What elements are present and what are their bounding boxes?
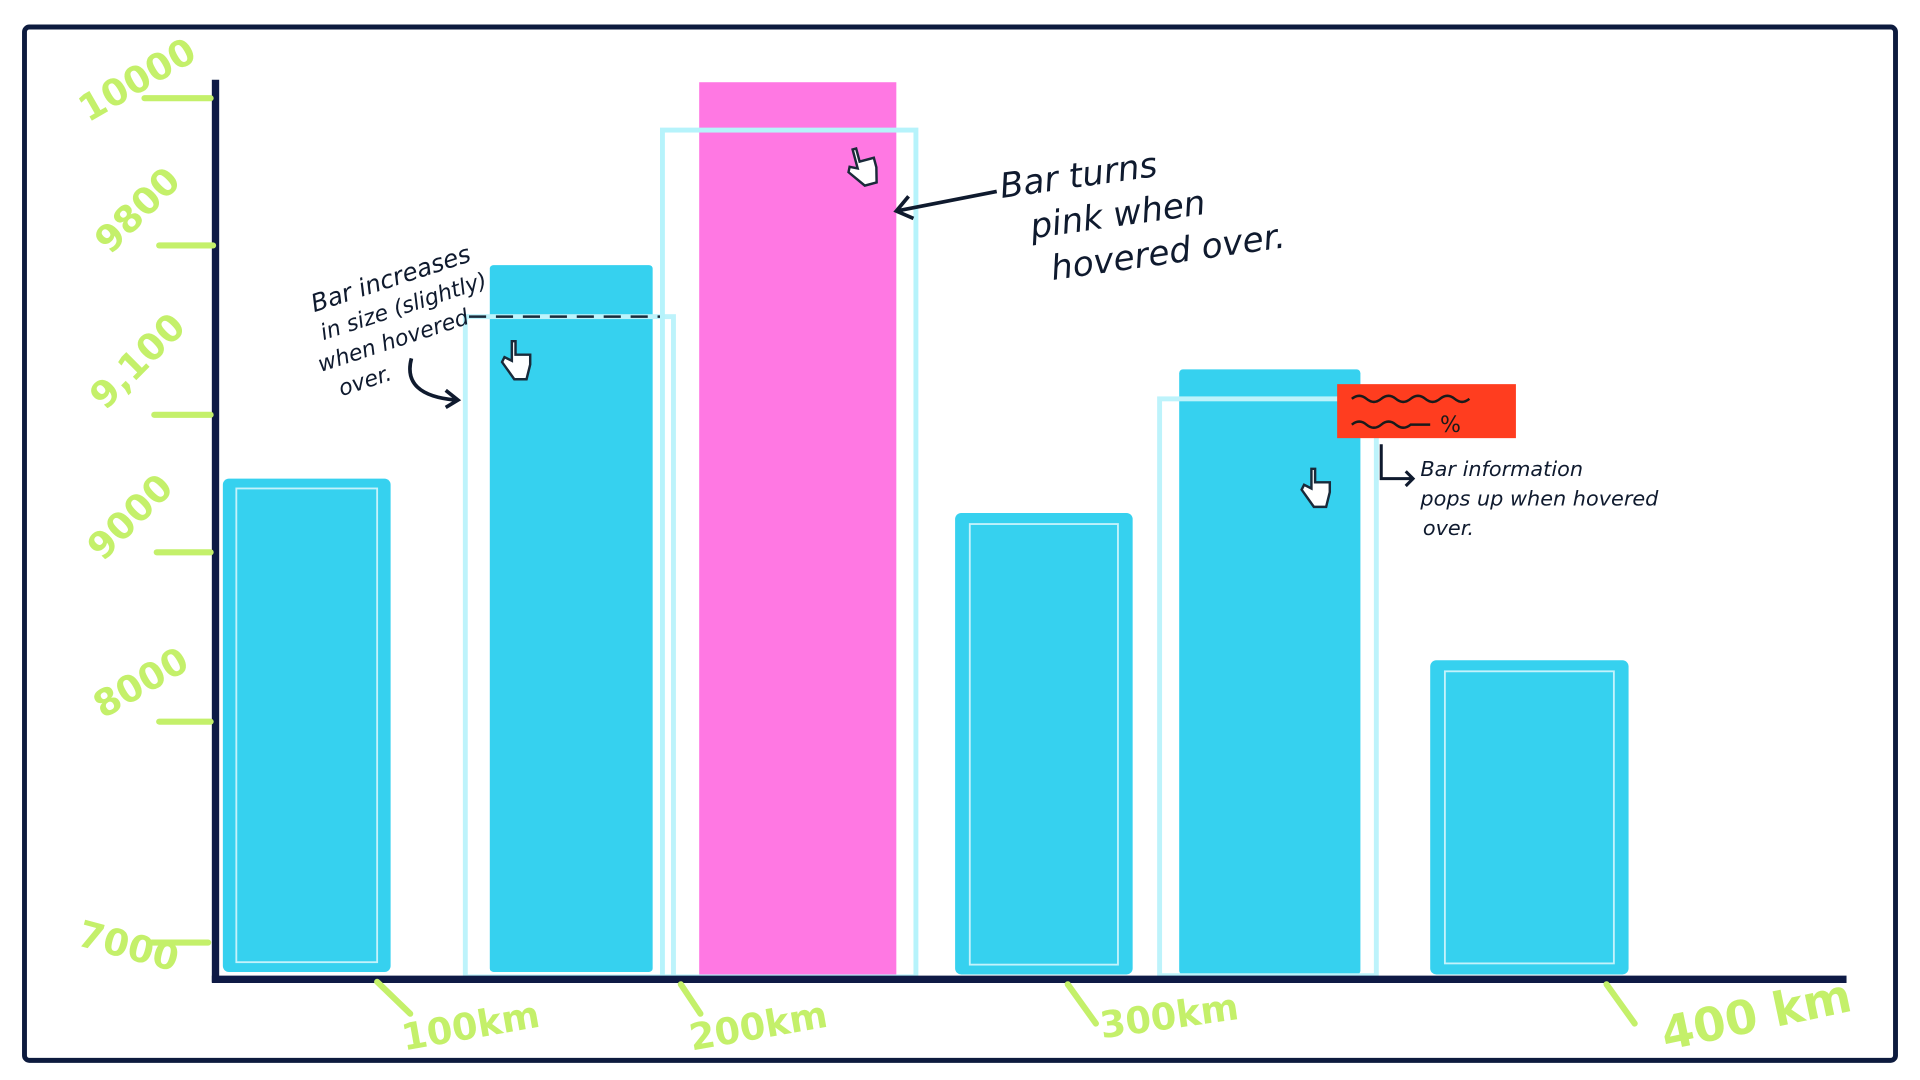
annotation-line: Bar information (1420, 457, 1583, 481)
bar-hovered-pink[interactable] (699, 82, 897, 976)
tooltip-unit: % (1440, 413, 1461, 438)
tooltip: % (1337, 384, 1516, 439)
annotation-arrow (1379, 444, 1416, 488)
hand-cursor (1300, 467, 1332, 509)
y-ticks (141, 95, 217, 946)
annotation-arrow (408, 357, 462, 410)
bar-inner (235, 487, 379, 964)
annotation-popup: Bar information pops up when hovered ove… (1379, 444, 1659, 540)
bar[interactable] (222, 478, 391, 972)
x-tick (374, 978, 414, 1017)
annotation-line: over. (1423, 516, 1474, 540)
x-ticks (374, 978, 1638, 1027)
tooltip-scribble (1351, 420, 1431, 429)
bar[interactable] (1430, 660, 1629, 975)
bar-hovered-grow[interactable] (489, 265, 653, 972)
bar-inner (1443, 670, 1615, 965)
bar-inner (968, 523, 1119, 966)
hand-cursor (847, 147, 878, 187)
bar[interactable] (955, 513, 1133, 975)
x-tick (677, 981, 704, 1017)
x-tick (1603, 981, 1638, 1027)
tooltip-box (1337, 384, 1516, 439)
annotation-line: pops up when hovered (1419, 487, 1659, 511)
bars (222, 82, 1629, 980)
x-tick (1064, 981, 1099, 1027)
cursors (500, 147, 1332, 509)
hand-cursor (500, 339, 532, 381)
tooltip-scribble (1351, 394, 1471, 404)
annotation-arrow (893, 189, 998, 221)
bar-hovered-popup[interactable] (1179, 369, 1361, 975)
